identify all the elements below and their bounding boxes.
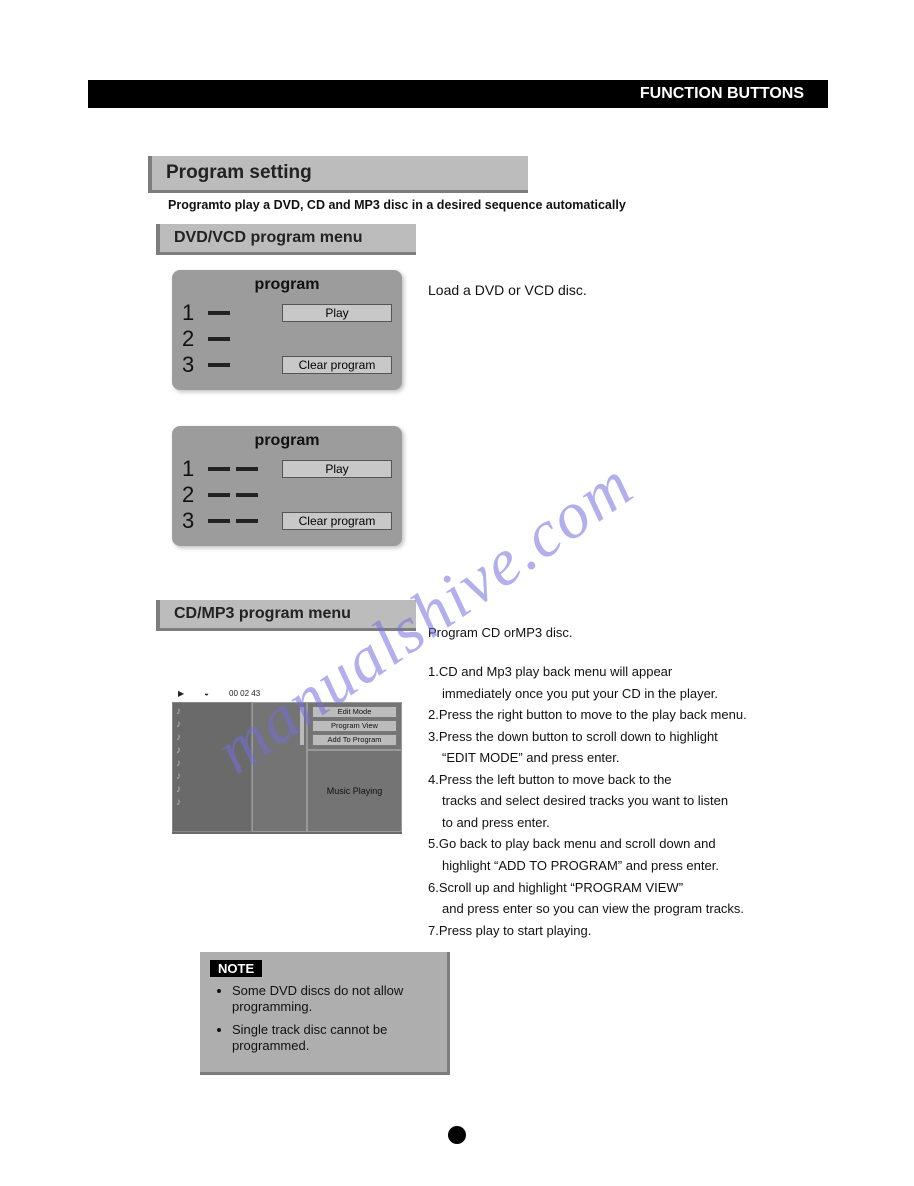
instruction-step: 2.Press the right button to move to the … xyxy=(428,706,828,724)
side-instruction: Load a DVD or VCD disc. xyxy=(428,282,587,298)
instructions-heading: Program CD orMP3 disc. xyxy=(428,624,828,642)
menu-program-view[interactable]: Program View xyxy=(312,720,397,732)
dash-icon xyxy=(208,363,230,367)
header-bar: FUNCTION BUTTONS xyxy=(88,80,828,108)
disc-icon: ◒ xyxy=(204,689,209,698)
dash-icon xyxy=(208,311,230,315)
now-playing-label: Music Playing xyxy=(327,786,383,796)
instruction-step: highlight “ADD TO PROGRAM” and press ent… xyxy=(428,857,828,875)
row-number: 2 xyxy=(182,326,202,352)
play-button[interactable]: Play xyxy=(282,304,392,322)
music-note-icon: ♪ xyxy=(176,719,248,730)
page-number-dot xyxy=(448,1126,466,1144)
title-main-text: Program setting xyxy=(166,162,312,183)
dash-icon xyxy=(236,467,258,471)
program-row: 3 Clear program xyxy=(172,352,402,378)
row-number: 3 xyxy=(182,352,202,378)
instruction-step: and press enter so you can view the prog… xyxy=(428,900,828,918)
instruction-step: 6.Scroll up and highlight “PROGRAM VIEW” xyxy=(428,879,828,897)
time-display: 00 02 43 xyxy=(229,689,260,698)
subheading-cd: CD/MP3 program menu xyxy=(156,600,416,631)
dash-icon xyxy=(236,519,258,523)
instruction-step: “EDIT MODE” and press enter. xyxy=(428,749,828,767)
row-number: 2 xyxy=(182,482,202,508)
play-indicator-icon: ▶ xyxy=(178,689,184,698)
header-title: FUNCTION BUTTONS xyxy=(640,85,804,102)
intro-text: Programto play a DVD, CD and MP3 disc in… xyxy=(168,198,626,212)
music-note-icon: ♪ xyxy=(176,758,248,769)
subheading-dvd-text: DVD/VCD program menu xyxy=(174,229,362,246)
program-row: 1 Play xyxy=(172,300,402,326)
instruction-step: 7.Press play to start playing. xyxy=(428,922,828,940)
program-row: 2 xyxy=(172,482,402,508)
music-note-icon: ♪ xyxy=(176,745,248,756)
subheading-dvd: DVD/VCD program menu xyxy=(156,224,416,255)
instruction-step: 1.CD and Mp3 play back menu will appear xyxy=(428,663,828,681)
note-box: NOTE Some DVD discs do not allow program… xyxy=(200,952,450,1075)
instruction-step: tracks and select desired tracks you wan… xyxy=(428,792,828,810)
menu-add-to-program[interactable]: Add To Program xyxy=(312,734,397,746)
row-number: 1 xyxy=(182,456,202,482)
music-note-icon: ♪ xyxy=(176,784,248,795)
subheading-cd-text: CD/MP3 program menu xyxy=(174,605,351,622)
clear-program-button[interactable]: Clear program xyxy=(282,356,392,374)
program-box-title: program xyxy=(172,432,402,450)
cd-top-bar: ▶ ◒ 00 02 43 xyxy=(172,684,402,702)
program-row: 2 xyxy=(172,326,402,352)
play-button[interactable]: Play xyxy=(282,460,392,478)
dash-icon xyxy=(236,493,258,497)
scroll-panel xyxy=(252,702,307,832)
instruction-step: to and press enter. xyxy=(428,814,828,832)
music-note-icon: ♪ xyxy=(176,706,248,717)
note-label: NOTE xyxy=(210,960,262,977)
music-note-icon: ♪ xyxy=(176,797,248,808)
note-item: Single track disc cannot be programmed. xyxy=(232,1022,437,1055)
music-note-icon: ♪ xyxy=(176,771,248,782)
section-title-main: Program setting xyxy=(148,156,528,193)
instructions-block: Program CD orMP3 disc. 1.CD and Mp3 play… xyxy=(428,624,828,943)
note-item: Some DVD discs do not allow programming. xyxy=(232,983,437,1016)
program-box-single: program 1 Play 2 3 Clear program xyxy=(172,270,402,390)
dash-icon xyxy=(208,467,230,471)
row-number: 1 xyxy=(182,300,202,326)
row-number: 3 xyxy=(182,508,202,534)
now-playing-panel: Music Playing xyxy=(307,750,402,832)
instruction-step: 4.Press the left button to move back to … xyxy=(428,771,828,789)
dash-icon xyxy=(208,493,230,497)
playback-menu: Edit Mode Program View Add To Program xyxy=(307,702,402,750)
track-list-panel: ♪ ♪ ♪ ♪ ♪ ♪ ♪ ♪ xyxy=(172,702,252,832)
dash-icon xyxy=(208,337,230,341)
music-note-icon: ♪ xyxy=(176,732,248,743)
program-row: 3 Clear program xyxy=(172,508,402,534)
cd-player-screenshot: ▶ ◒ 00 02 43 ♪ ♪ ♪ ♪ ♪ ♪ ♪ ♪ Edit Mode P… xyxy=(172,684,402,834)
menu-edit-mode[interactable]: Edit Mode xyxy=(312,706,397,718)
program-row: 1 Play xyxy=(172,456,402,482)
scrollbar-thumb[interactable] xyxy=(300,707,304,745)
program-box-double: program 1 Play 2 3 Clear program xyxy=(172,426,402,546)
program-box-title: program xyxy=(172,276,402,294)
instruction-step: 5.Go back to play back menu and scroll d… xyxy=(428,835,828,853)
dash-icon xyxy=(208,519,230,523)
clear-program-button[interactable]: Clear program xyxy=(282,512,392,530)
instruction-step: immediately once you put your CD in the … xyxy=(428,685,828,703)
instruction-step: 3.Press the down button to scroll down t… xyxy=(428,728,828,746)
